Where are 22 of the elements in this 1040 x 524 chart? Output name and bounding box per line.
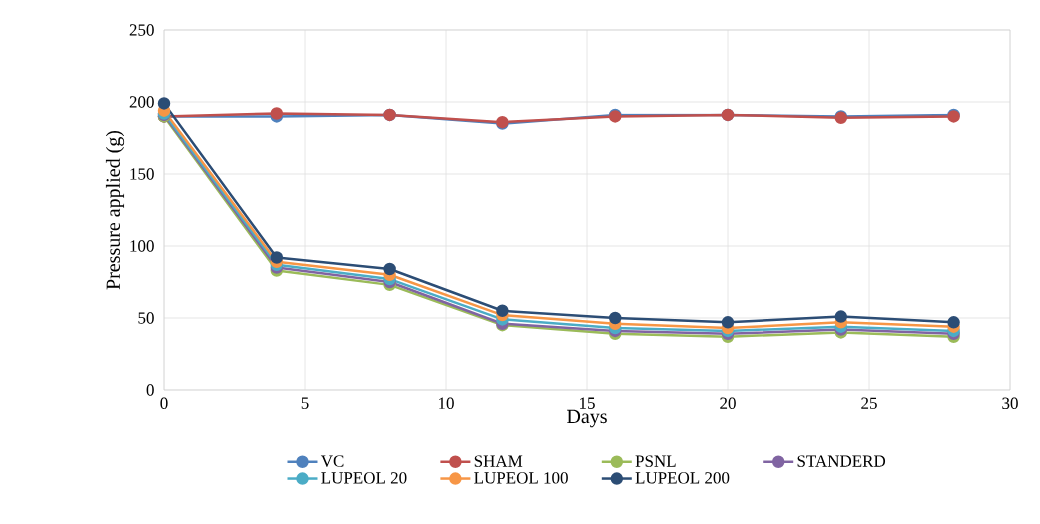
- legend-label: PSNL: [635, 455, 676, 467]
- y-tick-label: 100: [130, 240, 154, 252]
- x-tick-label: 0: [160, 397, 168, 409]
- x-axis-title: Days: [567, 409, 607, 428]
- legend-label: LUPEOL 20: [321, 472, 407, 484]
- y-tick-label: 250: [129, 24, 154, 36]
- y-axis-title: Pressure applied (g): [105, 130, 125, 290]
- x-tick-label: 20: [720, 397, 736, 409]
- x-tick-label: 5: [301, 397, 309, 409]
- x-tick-label: 10: [439, 397, 454, 409]
- legend-label: SHAM: [474, 455, 523, 467]
- x-tick-label: 15: [580, 397, 595, 409]
- x-tick-label: 30: [1002, 397, 1018, 409]
- y-tick-label: 0: [146, 384, 154, 396]
- legend-label: STANDERD: [797, 455, 886, 467]
- x-tick-label: 25: [861, 397, 877, 409]
- legend-label: LUPEOL 100: [474, 472, 568, 484]
- y-tick-label: 200: [129, 96, 154, 108]
- legend-label: VC: [320, 455, 344, 467]
- y-tick-label: 50: [138, 312, 154, 324]
- y-tick-label: 150: [130, 168, 154, 180]
- legend-label: LUPEOL 200: [635, 472, 730, 484]
